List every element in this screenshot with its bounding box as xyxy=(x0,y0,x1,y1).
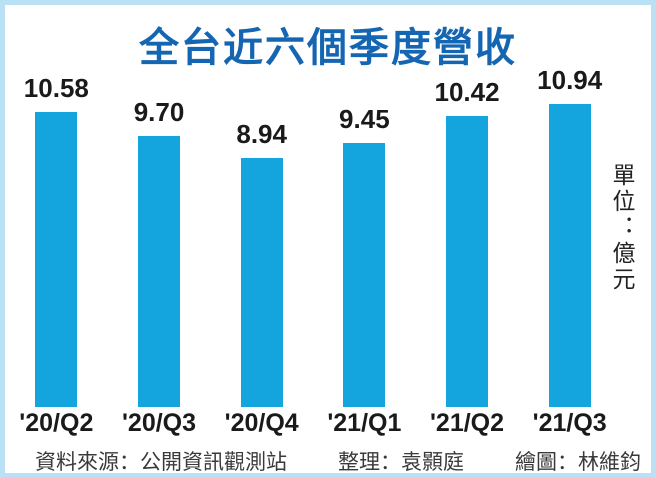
bar-column: 10.42 xyxy=(416,65,519,407)
bar xyxy=(343,143,386,407)
x-axis-tick-label: '20/Q3 xyxy=(121,409,197,437)
bar-column: 10.58 xyxy=(5,65,108,407)
bar-column: 9.70 xyxy=(108,65,211,407)
x-axis-labels: '20/Q2 '20/Q3 '20/Q4 '21/Q1 '21/Q2 '21/Q3 xyxy=(5,409,621,438)
bar xyxy=(138,136,180,407)
x-axis-tick-label: '21/Q3 xyxy=(532,409,607,437)
chart-title: 全台近六個季度營收 xyxy=(139,26,517,70)
bar-value-label: 10.58 xyxy=(23,73,89,103)
bar-column: 9.45 xyxy=(313,65,416,407)
x-axis-tick-label: '20/Q4 xyxy=(224,409,299,437)
bar-chart: 10.58 9.70 8.94 9.45 10.42 10.94 xyxy=(5,65,621,407)
illustrator-credit: 繪圖：林維鈞 xyxy=(515,451,641,474)
bar-value-label: 9.70 xyxy=(133,97,185,127)
x-axis-tick-label: '21/Q2 xyxy=(429,409,505,437)
bar-value-label: 8.94 xyxy=(236,119,287,149)
bar-value-label: 10.94 xyxy=(537,65,603,95)
bar-value-label: 9.45 xyxy=(339,104,390,134)
x-axis-tick-label: '21/Q1 xyxy=(327,409,402,437)
data-source-credit: 資料來源：公開資訊觀測站 xyxy=(35,451,287,474)
bar xyxy=(240,158,283,407)
bar xyxy=(446,116,489,407)
bar-column: 10.94 xyxy=(518,65,621,407)
bar xyxy=(548,104,591,407)
footer: 資料來源：公開資訊觀測站 整理：袁顥庭 繪圖：林維鈞 xyxy=(35,446,641,474)
bar-value-label: 10.42 xyxy=(434,77,500,107)
bar xyxy=(35,112,78,407)
editor-credit: 整理：袁顥庭 xyxy=(338,451,464,474)
y-axis-unit-label: 單位：億元 xyxy=(609,163,635,293)
bar-column: 8.94 xyxy=(210,65,313,407)
x-axis-tick-label: '20/Q2 xyxy=(19,409,94,437)
